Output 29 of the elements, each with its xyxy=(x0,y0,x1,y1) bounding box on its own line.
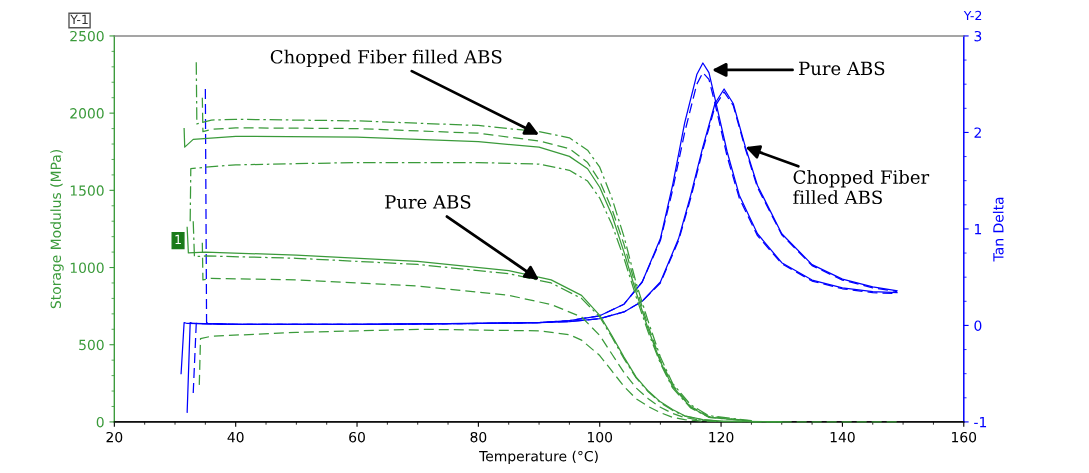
y-tick-label: 500 xyxy=(79,339,104,351)
y2-tick-label: -1 xyxy=(974,417,987,428)
y-tick-label: 1000 xyxy=(70,262,104,273)
y-tick-label: 0 xyxy=(96,416,104,428)
x-tick-label: 100 xyxy=(588,431,613,443)
x-tick-label: 140 xyxy=(830,431,855,443)
y2-tick-label: 1 xyxy=(975,224,982,235)
text: Y-1 xyxy=(70,14,88,24)
y-tick-label: 2500 xyxy=(70,30,104,42)
x-tick-label: 40 xyxy=(227,431,244,443)
annotation: 1 xyxy=(175,234,181,244)
y2-tick-label: 2 xyxy=(974,127,981,138)
text: Y-2 xyxy=(963,10,982,21)
y-tick-label: 2000 xyxy=(70,108,104,119)
y-tick-label: 1500 xyxy=(70,185,104,196)
x-tick-label: 160 xyxy=(952,431,977,443)
y2-tick-label: 0 xyxy=(974,320,982,331)
annotation: Pure ABS xyxy=(799,61,885,76)
y2-axis-title: Tan Delta xyxy=(992,197,1004,262)
x-tick-label: 80 xyxy=(470,431,487,443)
y2-tick-label: 3 xyxy=(974,30,982,42)
annotation: Chopped Fiber filled ABS xyxy=(270,49,502,68)
y-axis-title: Storage Modulus (MPa) xyxy=(50,150,64,309)
x-tick-label: 20 xyxy=(106,431,123,443)
x-axis-title: Temperature (°C) xyxy=(479,450,598,465)
annotation: Chopped Fiber filled ABS xyxy=(793,169,930,205)
x-tick-label: 60 xyxy=(349,431,365,443)
x-tick-label: 120 xyxy=(709,431,734,443)
annotation: Pure ABS xyxy=(385,195,471,209)
